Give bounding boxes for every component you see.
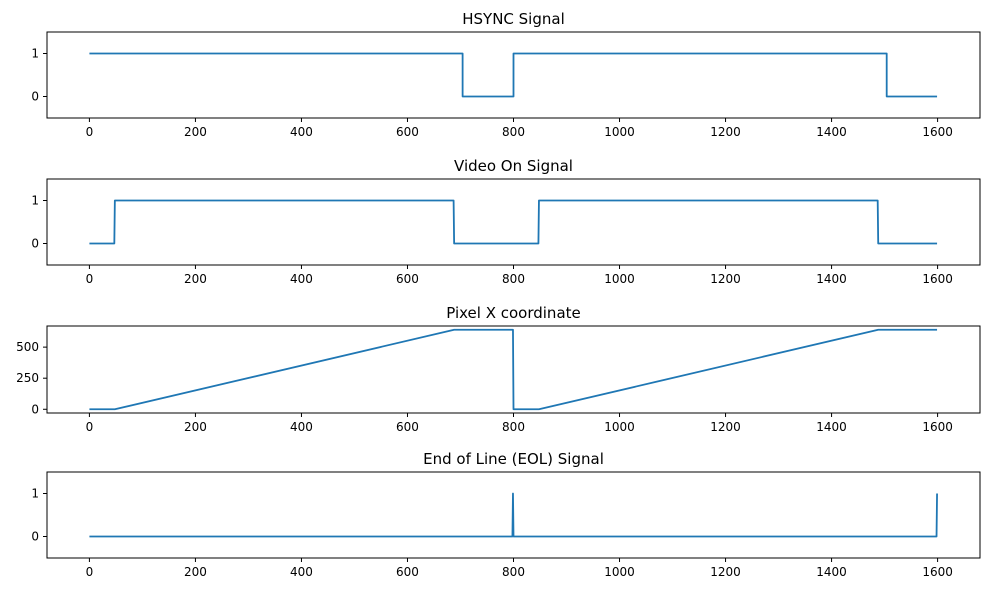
series-line-1 <box>89 199 938 245</box>
x-tick-label: 1400 <box>816 125 847 139</box>
subplot-3: Pixel X coordinate 0 200 400 600 800 1000 1200 1… <box>16 304 981 434</box>
x-tick-label: 1200 <box>710 565 741 579</box>
x-tick-label: 200 <box>184 125 207 139</box>
x-tick-label: 1400 <box>816 272 847 286</box>
x-tick-label: 1600 <box>922 125 953 139</box>
x-tick-label: 400 <box>290 420 313 434</box>
x-tick-label: 800 <box>502 420 525 434</box>
x-tick-label: 200 <box>184 272 207 286</box>
x-tick-label: 1400 <box>816 420 847 434</box>
y-tick-label: 0 <box>31 90 39 104</box>
y-tick-label: 250 <box>16 371 39 385</box>
y-tick-label: 500 <box>16 340 39 354</box>
x-tick-label: 800 <box>502 125 525 139</box>
x-tick-label: 1000 <box>604 565 635 579</box>
y-tick-label: 0 <box>31 237 39 251</box>
x-tick-label: 200 <box>184 565 207 579</box>
x-tick-label: 200 <box>184 420 207 434</box>
x-tick-label: 0 <box>86 272 94 286</box>
x-tick-label: 400 <box>290 125 313 139</box>
subplot-title: Video On Signal <box>454 157 573 175</box>
y-tick-label: 0 <box>31 530 39 544</box>
x-tick-label: 400 <box>290 272 313 286</box>
y-tick-label: 1 <box>31 194 39 208</box>
x-tick-label: 1000 <box>604 125 635 139</box>
subplot-2: Video On Signal 0 200 400 600 800 1000 1200 1400… <box>31 157 981 286</box>
series-line-1 <box>89 52 938 98</box>
subplot-title: Pixel X coordinate <box>446 304 581 322</box>
x-tick-label: 1600 <box>922 420 953 434</box>
x-tick-label: 600 <box>396 565 419 579</box>
subplot-title: End of Line (EOL) Signal <box>423 450 604 468</box>
x-tick-label: 1200 <box>710 272 741 286</box>
x-tick-label: 1600 <box>922 565 953 579</box>
x-tick-label: 0 <box>86 125 94 139</box>
x-tick-label: 1400 <box>816 565 847 579</box>
subplot-1: HSYNC Signal 0 200 400 600 800 1000 1200 1400 160… <box>31 10 981 139</box>
x-tick-label: 600 <box>396 125 419 139</box>
subplot-title: HSYNC Signal <box>462 10 565 28</box>
x-tick-label: 0 <box>86 565 94 579</box>
x-tick-label: 0 <box>86 420 94 434</box>
x-tick-label: 800 <box>502 272 525 286</box>
axes-frame <box>46 178 981 266</box>
series-line-1 <box>89 328 938 411</box>
x-tick-label: 800 <box>502 565 525 579</box>
x-tick-label: 600 <box>396 272 419 286</box>
y-tick-label: 0 <box>31 402 39 416</box>
subplot-4: End of Line (EOL) Signal 0 200 400 600 800 100… <box>31 450 981 579</box>
x-tick-label: 400 <box>290 565 313 579</box>
x-tick-label: 1200 <box>710 420 741 434</box>
y-tick-label: 1 <box>31 487 39 501</box>
y-tick-label: 1 <box>31 47 39 61</box>
x-tick-label: 600 <box>396 420 419 434</box>
x-tick-label: 1000 <box>604 272 635 286</box>
series-line-1 <box>89 492 938 538</box>
x-tick-label: 1200 <box>710 125 741 139</box>
x-tick-label: 1000 <box>604 420 635 434</box>
x-tick-label: 1600 <box>922 272 953 286</box>
